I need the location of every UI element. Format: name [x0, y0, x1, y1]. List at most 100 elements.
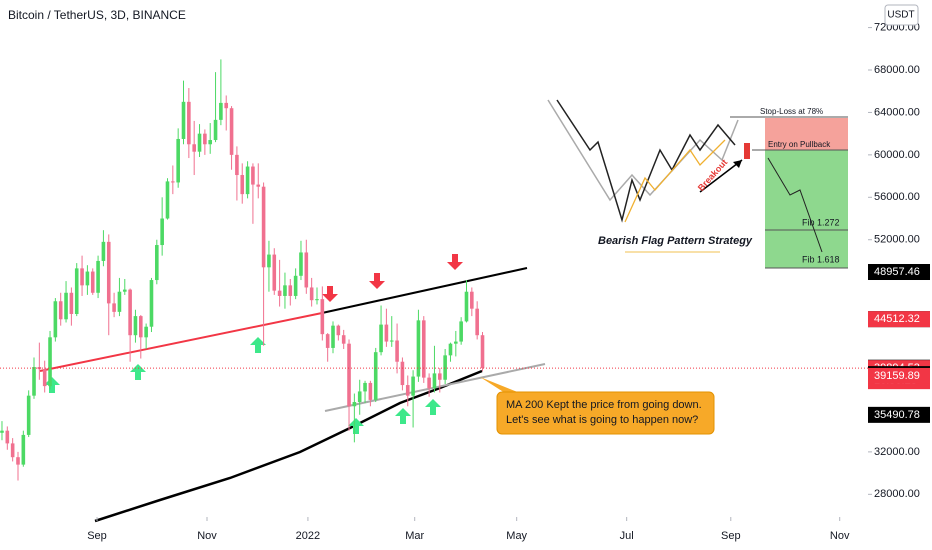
- candle-body: [176, 138, 180, 183]
- arrow-head: [733, 160, 742, 168]
- candle-body: [480, 335, 485, 369]
- candle-body: [443, 355, 447, 380]
- x-tick-label: 2022: [296, 530, 320, 542]
- candle-body: [138, 316, 143, 338]
- up-arrow: [44, 377, 60, 393]
- pattern-orange: [624, 139, 726, 223]
- candles: [0, 59, 485, 481]
- candle-body: [197, 133, 202, 152]
- candle-body: [96, 260, 100, 293]
- candle-body: [21, 434, 26, 465]
- candle-body: [101, 241, 106, 261]
- candle-body: [336, 325, 341, 336]
- stop-zone: [765, 118, 848, 150]
- candle-body: [437, 373, 442, 380]
- candle-body: [171, 181, 175, 183]
- drawings: [39, 267, 546, 523]
- candle-body: [240, 175, 245, 195]
- x-tick-label: May: [506, 530, 527, 542]
- candle-body: [299, 252, 303, 276]
- price-tag-label: 44512.32: [874, 313, 920, 325]
- candle-body: [288, 285, 293, 296]
- candle-body: [117, 291, 122, 312]
- candle-body: [192, 144, 196, 152]
- candle-body: [432, 373, 437, 389]
- candle-body: [325, 334, 330, 348]
- trend-line: [39, 312, 323, 372]
- candle-body: [309, 287, 314, 301]
- candle-body: [187, 101, 191, 145]
- candle-body: [368, 382, 373, 400]
- currency: USDT: [887, 10, 914, 21]
- pattern-outline: [547, 99, 739, 202]
- candle-body: [10, 443, 15, 458]
- candle-body: [224, 102, 229, 109]
- price-tag: [868, 406, 930, 423]
- down-arrow: [369, 273, 385, 289]
- candle-body: [427, 377, 431, 389]
- x-tick-label: Mar: [405, 530, 424, 542]
- pattern-path: [556, 99, 736, 223]
- candle-body: [256, 184, 261, 187]
- inset-title: Bearish Flag Pattern Strategy: [598, 235, 753, 247]
- callout-box: [496, 391, 715, 435]
- x-tick-label: Sep: [87, 530, 107, 542]
- candle-body: [459, 321, 463, 342]
- candle-body: [32, 367, 36, 396]
- candle-body: [112, 303, 116, 312]
- candle-body: [272, 254, 277, 291]
- y-tick-label: 60000.00: [874, 149, 920, 161]
- candle-body: [165, 181, 170, 219]
- stop-loss-label: Stop-Loss at 78%: [760, 107, 823, 116]
- y-tick-label: 68000.00: [874, 64, 920, 76]
- candle-body: [133, 316, 138, 336]
- candle-body: [144, 326, 148, 338]
- price-tag-label: 48957.46: [874, 266, 920, 278]
- arrows: [44, 254, 463, 434]
- candle-body: [85, 271, 90, 286]
- candle-body: [74, 268, 79, 314]
- x-tick-label: Nov: [830, 530, 850, 542]
- candle-body: [320, 299, 325, 335]
- candle-body: [42, 369, 47, 387]
- candle-body: [421, 320, 426, 378]
- fib-label: Fib 1.618: [802, 254, 840, 264]
- candle-body: [229, 108, 234, 155]
- chart-title: Bitcoin / TetherUS, 3D, BINANCE: [8, 8, 186, 22]
- candle-body: [395, 340, 399, 362]
- candle-body: [213, 119, 218, 141]
- y-tick-label: 52000.00: [874, 234, 920, 246]
- callout: MA 200 Kept the price from going down. L…: [480, 377, 715, 435]
- candle-body: [219, 102, 223, 120]
- candle-body: [267, 254, 271, 268]
- candle-body: [245, 166, 250, 195]
- candle-body: [304, 252, 309, 288]
- candle-body: [357, 391, 362, 403]
- candle-body: [470, 291, 474, 309]
- axes: 72000.0068000.0064000.0060000.0056000.00…: [0, 21, 930, 542]
- candle-body: [331, 325, 335, 348]
- y-tick-label: 32000.00: [874, 446, 920, 458]
- candle-body: [384, 324, 389, 342]
- pattern-inset: Stop-Loss at 78% Entry on Pullback Break…: [547, 99, 848, 269]
- candle-body: [26, 395, 31, 435]
- candle-body: [48, 337, 52, 387]
- candle-body: [155, 245, 159, 281]
- candle-body: [181, 101, 186, 139]
- candle-body: [0, 430, 4, 433]
- candle-body: [475, 308, 479, 336]
- candle-body: [69, 292, 74, 314]
- candle-body: [373, 352, 378, 400]
- candle-body: [90, 271, 95, 293]
- up-arrow: [348, 418, 364, 434]
- currency-box: [884, 4, 919, 26]
- candle-body: [416, 320, 421, 377]
- candle-icon: [744, 143, 750, 159]
- down-arrow: [322, 286, 338, 302]
- drop-path: [767, 157, 823, 253]
- candle-body: [293, 275, 298, 296]
- candle-body: [16, 457, 20, 465]
- candle-body: [405, 385, 410, 396]
